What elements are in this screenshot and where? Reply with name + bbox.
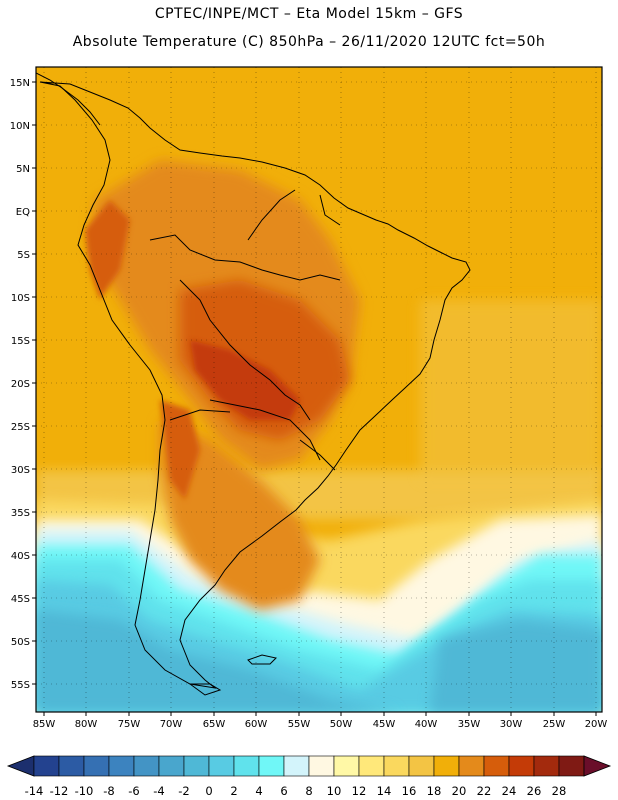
lon-label: 75W (118, 719, 141, 730)
colorbar-swatch (283, 755, 310, 777)
colorbar-swatch (333, 755, 360, 777)
map-title-line1: CPTEC/INPE/MCT – Eta Model 15km – GFS (154, 6, 464, 22)
lon-label: 55W (288, 719, 311, 730)
colorbar-swatch (458, 755, 485, 777)
colorbar-label: 22 (477, 784, 492, 798)
lat-label: 15N (10, 78, 30, 89)
colorbar-label: -14 (25, 784, 44, 798)
colorbar-label: 12 (352, 784, 367, 798)
lon-label: 40W (415, 719, 438, 730)
colorbar-swatch (358, 755, 385, 777)
lat-label: 50S (11, 637, 30, 648)
axis-ticks (32, 81, 597, 716)
lat-label: 5N (16, 164, 30, 175)
lon-label: 30W (500, 719, 523, 730)
colorbar-label: 2 (230, 784, 237, 798)
colorbar-swatch (83, 755, 110, 777)
colorbar-swatch (33, 755, 60, 777)
map-frame (35, 66, 603, 713)
lat-label: 10S (11, 293, 30, 304)
lon-label: 35W (458, 719, 481, 730)
colorbar-swatch (383, 755, 410, 777)
colorbar-label: 6 (280, 784, 287, 798)
lon-label: 60W (245, 719, 268, 730)
coastlines (36, 72, 471, 696)
colorbar-swatch (433, 755, 460, 777)
colorbar-swatch (483, 755, 510, 777)
lat-label: 30S (11, 465, 30, 476)
colorbar-label: 0 (205, 784, 212, 798)
colorbar-swatch (308, 755, 335, 777)
colorbar-swatch (133, 755, 160, 777)
colorbar-label: -4 (153, 784, 164, 798)
colorbar-swatch (533, 755, 560, 777)
colorbar-arrow-low (6, 755, 35, 777)
lat-label: 10N (10, 121, 30, 132)
lon-label: 25W (543, 719, 566, 730)
lat-label: 45S (11, 594, 30, 605)
colorbar-swatch (58, 755, 85, 777)
colorbar-arrow-high (583, 755, 612, 777)
colorbar-swatch (108, 755, 135, 777)
colorbar-label: 8 (305, 784, 312, 798)
colorbar-label: -10 (75, 784, 94, 798)
lat-label: 25S (11, 422, 30, 433)
colorbar-label: 24 (502, 784, 517, 798)
colorbar-label: -6 (128, 784, 139, 798)
lat-label: 55S (11, 680, 30, 691)
colorbar-label: 18 (427, 784, 442, 798)
temperature-field (36, 67, 602, 712)
colorbar-swatch (233, 755, 260, 777)
lon-label: 80W (75, 719, 98, 730)
colorbar: -14 -12 -10 -8 -6 -4 -2 0 2 4 6 8 10 12 14 16 18 20 22 24 26… (6, 755, 612, 798)
colorbar-label: -12 (50, 784, 69, 798)
colorbar-swatch (158, 755, 185, 777)
lon-label: 20W (585, 719, 608, 730)
lat-label: 40S (11, 551, 30, 562)
colorbar-label: 28 (552, 784, 567, 798)
lon-label: 65W (203, 719, 226, 730)
lat-label: 35S (11, 508, 30, 519)
colorbar-swatch (183, 755, 210, 777)
latitude-labels: 15N 10N 5N EQ 5S 10S 15S 20S 25S 30S 35S… (10, 78, 30, 691)
colorbar-label: -8 (103, 784, 114, 798)
colorbar-label: 4 (255, 784, 262, 798)
lon-label: 70W (160, 719, 183, 730)
lat-label: 20S (11, 379, 30, 390)
lat-label: 5S (17, 250, 30, 261)
colorbar-label: 10 (327, 784, 342, 798)
colorbar-label: 14 (377, 784, 392, 798)
lon-label: 50W (330, 719, 353, 730)
colorbar-swatch (408, 755, 435, 777)
colorbar-label: -2 (178, 784, 189, 798)
colorbar-label: 16 (402, 784, 417, 798)
lon-label: 85W (33, 719, 56, 730)
colorbar-swatch (258, 755, 285, 777)
colorbar-swatch (208, 755, 235, 777)
lon-label: 45W (373, 719, 396, 730)
colorbar-label: 20 (452, 784, 467, 798)
colorbar-label: 26 (527, 784, 542, 798)
lat-label: EQ (16, 207, 30, 218)
longitude-labels: 85W 80W 75W 70W 65W 60W 55W 50W 45W 40W … (33, 719, 608, 730)
colorbar-swatch (508, 755, 535, 777)
map-title-line2: Absolute Temperature (C) 850hPa – 26/11/… (72, 34, 546, 50)
lat-label: 15S (11, 336, 30, 347)
colorbar-swatch (558, 755, 585, 777)
